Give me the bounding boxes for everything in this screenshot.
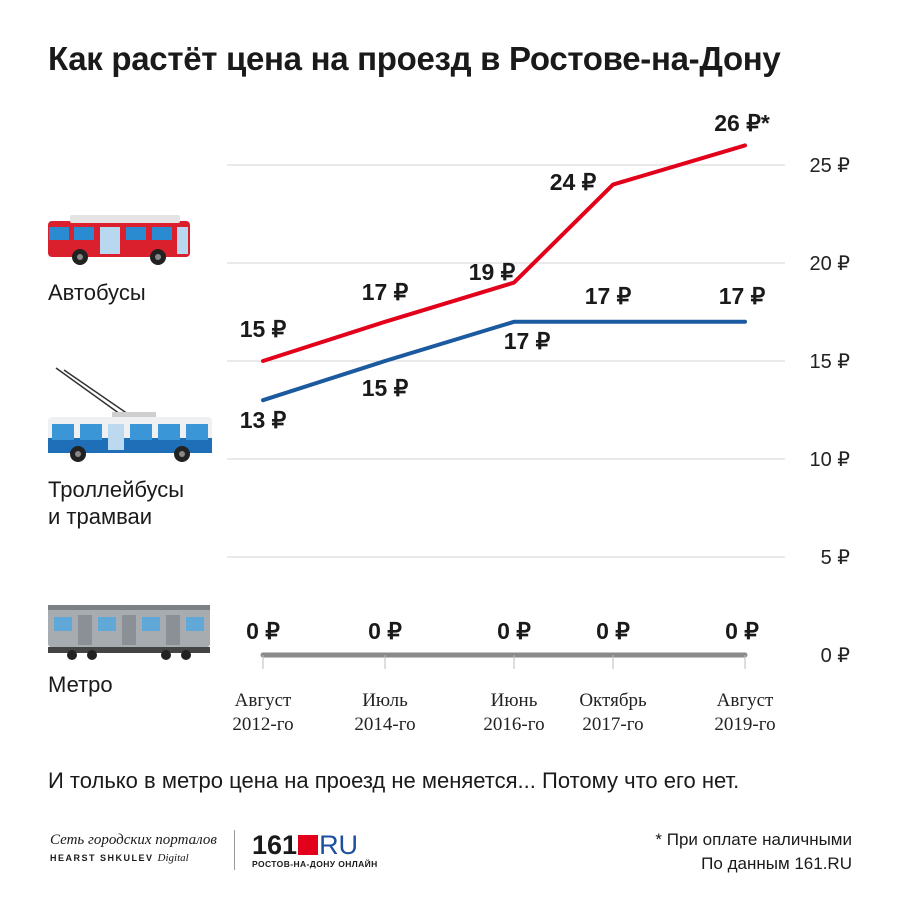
x-tick-label: Июль	[362, 690, 408, 711]
x-tick-label: 2019-го	[714, 714, 775, 735]
brand-logo-suffix: RU	[319, 830, 359, 860]
footnote-source: По данным 161.RU	[701, 854, 852, 873]
trolley-value-label: 17 ₽	[504, 328, 551, 354]
trolley-value-label: 15 ₽	[362, 375, 409, 401]
trolleybus-icon	[48, 367, 212, 462]
bus-icon	[48, 215, 190, 265]
bus-label: Автобусы	[48, 280, 146, 305]
network-logo-brand: HEARST SHKULEV	[50, 853, 154, 863]
metro-value-label: 0 ₽	[246, 618, 280, 644]
trolley-label-line2: и трамваи	[48, 504, 153, 529]
metro-car-icon	[48, 605, 210, 660]
x-axis-ticks: Август 2012-го Июль 2014-го Июнь 2016-го Октяб…	[232, 655, 776, 735]
brand-logo-number: 161	[252, 830, 298, 860]
series-lines	[260, 143, 748, 658]
x-tick-label: Июнь	[491, 690, 538, 711]
metro-value-label: 0 ₽	[368, 618, 402, 644]
brand-logo-square-icon	[298, 835, 319, 855]
brand-logo: 161 RU РОСТОВ-НА-ДОНУ ОНЛАЙН	[252, 831, 378, 869]
logo-divider	[234, 830, 235, 870]
footnote-cash: * При оплате наличными	[655, 830, 852, 849]
data-labels: 15 ₽ 17 ₽ 19 ₽ 24 ₽ 26 ₽* 13 ₽ 15 ₽ 17 ₽ 17 ₽ 17 …	[240, 110, 770, 644]
metro-value-label: 0 ₽	[725, 618, 759, 644]
grid-lines	[227, 164, 785, 558]
bus-value-label: 24 ₽	[550, 169, 597, 195]
network-logo: Сеть городских порталов HEARST SHKULEV D…	[50, 832, 220, 864]
trolley-label: Троллейбусы и трамваи	[48, 476, 184, 530]
metro-value-label: 0 ₽	[596, 618, 630, 644]
bus-value-label: 26 ₽*	[714, 110, 770, 136]
x-tick-label: Октябрь	[579, 690, 647, 711]
x-tick-label: Август	[717, 690, 774, 711]
y-tick-label: 15 ₽	[809, 351, 850, 373]
y-tick-label: 20 ₽	[809, 253, 850, 275]
chart-title: Как растёт цена на проезд в Ростове-на-Д…	[48, 40, 781, 77]
x-tick-label: 2012-го	[232, 714, 293, 735]
bus-value-label: 19 ₽	[469, 259, 516, 285]
trolley-label-line1: Троллейбусы	[48, 477, 185, 502]
bus-value-label: 15 ₽	[240, 316, 287, 342]
y-tick-label: 5 ₽	[821, 547, 851, 569]
network-logo-line2: HEARST SHKULEV Digital	[50, 852, 220, 864]
x-tick-label: 2016-го	[483, 714, 544, 735]
y-tick-label: 25 ₽	[809, 155, 850, 177]
metro-value-label: 0 ₽	[497, 618, 531, 644]
network-logo-digital: Digital	[157, 852, 189, 864]
x-tick-label: 2014-го	[354, 714, 415, 735]
y-tick-label: 10 ₽	[809, 449, 850, 471]
trolley-value-label: 17 ₽	[585, 283, 632, 309]
x-tick-label: Август	[235, 690, 292, 711]
y-tick-label: 0 ₽	[821, 645, 851, 667]
x-tick-label: 2017-го	[582, 714, 643, 735]
footnote: * При оплате наличными По данным 161.RU	[655, 828, 852, 876]
tagline: И только в метро цена на проезд не меняе…	[48, 768, 740, 793]
trolley-value-label: 13 ₽	[240, 407, 287, 433]
network-logo-line1: Сеть городских порталов	[50, 832, 217, 848]
metro-label: Метро	[48, 672, 113, 697]
trolley-value-label: 17 ₽	[719, 283, 766, 309]
brand-logo-tagline: РОСТОВ-НА-ДОНУ ОНЛАЙН	[252, 859, 378, 869]
y-axis-ticks: 0 ₽ 5 ₽ 10 ₽ 15 ₽ 20 ₽ 25 ₽	[809, 155, 850, 667]
bus-value-label: 17 ₽	[362, 279, 409, 305]
